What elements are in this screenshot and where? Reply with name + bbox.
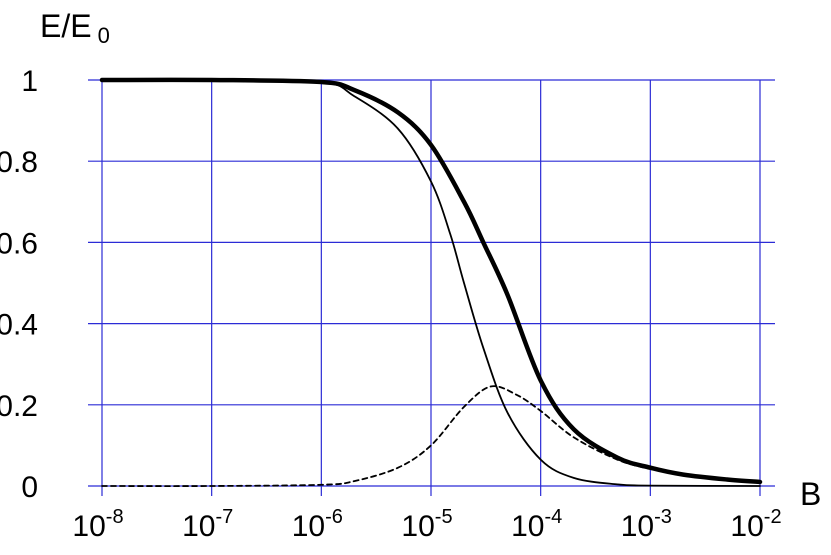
grid xyxy=(88,79,775,496)
x-tick-base: 10 xyxy=(292,510,325,543)
x-tick-exponent: -6 xyxy=(325,506,343,528)
x-tick-exponent: -2 xyxy=(764,506,782,528)
y-tick-label: 0.4 xyxy=(0,309,38,342)
x-tick-base: 10 xyxy=(621,510,654,543)
x-tick-label: 10-4 xyxy=(511,506,562,543)
y-tick-label: 0.8 xyxy=(0,146,38,179)
x-tick-label: 10-7 xyxy=(182,506,233,543)
x-tick-base: 10 xyxy=(730,510,763,543)
tick-labels: 10-8 10-7 10-6 10-5 10-4 10-3 10-200.20.40.60.… xyxy=(0,65,782,543)
x-tick-label: 10-6 xyxy=(292,506,343,543)
x-tick-base: 10 xyxy=(72,510,105,543)
x-tick-exponent: -8 xyxy=(106,506,124,528)
x-axis-label: B xyxy=(800,476,821,512)
y-tick-label: 1 xyxy=(21,65,38,98)
series-group xyxy=(99,77,763,487)
x-tick-exponent: -5 xyxy=(435,506,453,528)
y-axis-label-sub: 0 xyxy=(98,23,110,48)
x-tick-base: 10 xyxy=(182,510,215,543)
y-tick-label: 0 xyxy=(21,471,38,504)
x-tick-base: 10 xyxy=(401,510,434,543)
x-tick-exponent: -4 xyxy=(544,506,562,528)
x-tick-label: 10-3 xyxy=(621,506,672,543)
y-tick-label: 0.6 xyxy=(0,227,38,260)
y-axis-label: E/E 0 xyxy=(40,8,110,48)
x-tick-label: 10-8 xyxy=(72,506,123,543)
x-tick-exponent: -3 xyxy=(654,506,672,528)
y-axis-label-base: E/E xyxy=(40,8,92,44)
y-tick-label: 0.2 xyxy=(0,390,38,423)
x-tick-exponent: -7 xyxy=(215,506,233,528)
series-line-dashed xyxy=(101,385,761,487)
x-tick-label: 10-5 xyxy=(401,506,452,543)
x-tick-label: 10-2 xyxy=(730,506,781,543)
x-tick-base: 10 xyxy=(511,510,544,543)
series-line-thin xyxy=(101,78,761,487)
